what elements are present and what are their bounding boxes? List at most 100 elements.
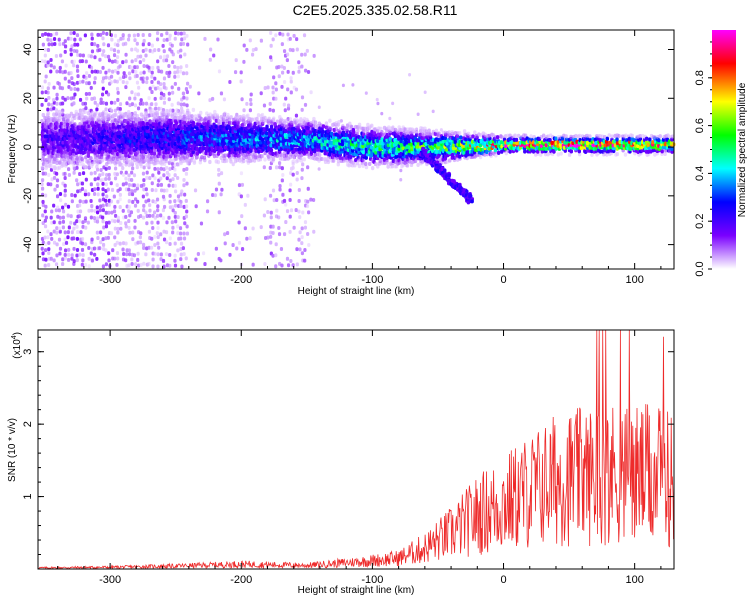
spectrogram-cell (195, 142, 200, 147)
spectrogram-cell (69, 96, 73, 101)
spectrogram-cell (450, 152, 455, 157)
spectrogram-cell (208, 98, 212, 103)
spectrogram-cell (78, 122, 82, 127)
spectrogram-cell (156, 85, 160, 90)
spectrogram-cell (142, 38, 146, 43)
spectrogram-cell (73, 92, 77, 97)
spectrogram-cell (306, 186, 310, 191)
spectrogram-cell (403, 127, 407, 132)
spectrogram-cell (58, 251, 62, 256)
spectrogram-cell (104, 70, 108, 75)
spectrogram-cell (298, 129, 302, 135)
spectrogram-cell (306, 126, 311, 131)
spectrogram-cell (109, 199, 113, 204)
spectrogram-cell (97, 157, 101, 163)
spectrogram-cell (161, 194, 166, 199)
spectrogram-cell (181, 41, 186, 46)
spectrogram-cell (121, 36, 125, 41)
spectrogram-cell (300, 241, 304, 246)
spectrogram-cell (220, 187, 224, 192)
spectrogram-cell (266, 85, 270, 90)
spectrogram-cell (355, 132, 359, 137)
spectrogram-cell (105, 125, 109, 131)
spectrogram-cell (136, 132, 141, 137)
spectrogram-cell (96, 115, 101, 120)
spectrogram-cell (559, 151, 563, 156)
spectrogram-cell (46, 32, 51, 37)
spectrogram-cell (128, 230, 132, 235)
spectrogram-cell (55, 69, 59, 74)
spectrogram-cell (109, 80, 113, 85)
spectrogram-cell (423, 90, 427, 95)
spectrogram-cell (43, 47, 47, 52)
spectrogram-cell (63, 171, 67, 176)
spectrogram-cell (176, 69, 180, 74)
spectrogram-cell (113, 100, 117, 105)
spectrogram-cell (252, 158, 257, 163)
spectrogram-cell (82, 164, 87, 169)
spectrogram-cell (131, 166, 135, 171)
spectrogram-cell (76, 139, 80, 144)
spectrogram-cell (605, 152, 609, 157)
spectrogram-cell (303, 258, 307, 263)
spectrogram-cell (297, 69, 301, 74)
spectrogram-cell (353, 163, 357, 168)
spectrogram-cell (61, 205, 65, 210)
spectrogram-cell (115, 55, 120, 60)
spectrogram-cell (57, 208, 61, 213)
spectrogram-cell (191, 150, 195, 155)
spectrogram-cell (100, 158, 104, 163)
spectrogram-cell (259, 38, 263, 43)
spectrogram-cell (121, 208, 125, 213)
spectrogram-cell (162, 38, 166, 43)
spectrogram-cell (466, 150, 470, 155)
spectrogram-cell (182, 31, 186, 36)
spectrogram-cell (124, 153, 128, 158)
spectrogram-cell (86, 220, 90, 225)
spectrogram-cell (101, 36, 105, 41)
spectrogram-cell (182, 204, 186, 209)
spectrogram-cell (67, 113, 72, 118)
spectrogram-cell (182, 36, 187, 41)
spectrogram-cell (135, 80, 140, 85)
spectrogram-cell (574, 133, 578, 139)
spectrogram-cell (636, 149, 640, 154)
spectrogram-cell (121, 247, 125, 252)
spectrogram-cell (78, 80, 82, 85)
spectrogram-cell (55, 184, 59, 189)
spectrogram-cell (399, 131, 403, 136)
spectrogram-cell (43, 59, 47, 64)
spectrogram-cell (274, 81, 278, 86)
spectrogram-cell (70, 199, 74, 204)
spectrogram-cell (148, 213, 152, 218)
spectrogram-cell (46, 37, 50, 42)
spectrogram-cell (277, 232, 282, 237)
spectrogram-cell (96, 32, 100, 37)
spectrogram-cell (84, 92, 89, 97)
spectrogram-cell (50, 220, 54, 225)
spectrogram-cell (110, 218, 115, 223)
spectrogram-cell (142, 182, 146, 187)
spectrogram-cell (69, 47, 73, 52)
spectrogram-cell (180, 264, 184, 269)
spectrogram-cell (297, 187, 301, 192)
spectrogram-cell (139, 54, 143, 59)
spectrogram-cell (111, 248, 115, 253)
spectrogram-cell (60, 101, 65, 106)
spectrogram-cell (43, 193, 48, 198)
spectrogram-cell (295, 247, 299, 252)
spectrogram-cell (313, 124, 318, 129)
spectrogram-cell (73, 193, 77, 198)
spectrogram-cell (297, 60, 301, 65)
spectrogram-cell (75, 68, 80, 73)
spectrogram-cell (167, 215, 171, 220)
spectrogram-cell (81, 253, 85, 258)
spectrogram-cell (139, 71, 143, 76)
spectrogram-cell (247, 155, 251, 160)
spectrogram-cell (148, 86, 152, 91)
spectrogram-cell (286, 263, 291, 268)
spectrogram-cell (271, 37, 275, 42)
spectrogram-cell (84, 115, 89, 120)
spectrogram-cell (72, 157, 76, 162)
spectrogram-cell (495, 135, 500, 140)
